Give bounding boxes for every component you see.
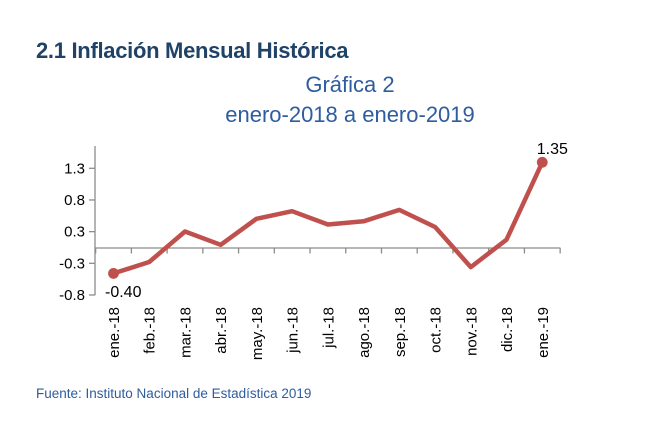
x-axis-label: ago.-18 — [356, 307, 373, 358]
y-axis-label: 0.8 — [64, 192, 85, 209]
x-axis-label: mar.-18 — [177, 307, 194, 358]
x-axis-label: oct.-18 — [428, 307, 445, 353]
chart-title: Gráfica 2 — [305, 72, 395, 97]
data-point-label: -0.40 — [105, 284, 142, 301]
x-axis-label: ene.-19 — [535, 307, 552, 358]
x-axis-label: jul.-18 — [320, 307, 337, 349]
data-point-marker — [108, 268, 119, 279]
x-axis-label: feb.-18 — [142, 307, 159, 354]
inflation-series-line — [111, 160, 545, 276]
x-axis-label: dic.-18 — [499, 307, 516, 352]
x-axis-label: abr.-18 — [213, 307, 230, 354]
x-axis-label: jun.-18 — [285, 307, 302, 354]
source-text: Fuente: Instituto Nacional de Estadístic… — [36, 386, 312, 401]
y-axis-label: 1.3 — [64, 160, 85, 177]
x-axis-label: nov.-18 — [463, 307, 480, 356]
x-axis-label: sep.-18 — [392, 307, 409, 357]
x-axis-label: may.-18 — [249, 307, 266, 360]
data-point-marker — [536, 156, 548, 168]
inflation-line-chart: 1.3 0.8 0.3 -0.3 -0.8 -0.40 1.35 ene.-18 feb.-18… — [59, 141, 568, 360]
y-axis-label: 0.3 — [64, 224, 85, 241]
y-axis-label: -0.8 — [59, 287, 85, 304]
data-point-label: 1.35 — [537, 141, 568, 158]
x-axis-label: ene.-18 — [106, 307, 123, 358]
page-title: 2.1 Inflación Mensual Histórica — [36, 38, 349, 63]
chart-header: Gráfica 2 enero-2018 a enero-2019 — [46, 70, 654, 130]
y-axis-label: -0.3 — [59, 255, 85, 272]
chart-subtitle: enero-2018 a enero-2019 — [225, 102, 475, 127]
